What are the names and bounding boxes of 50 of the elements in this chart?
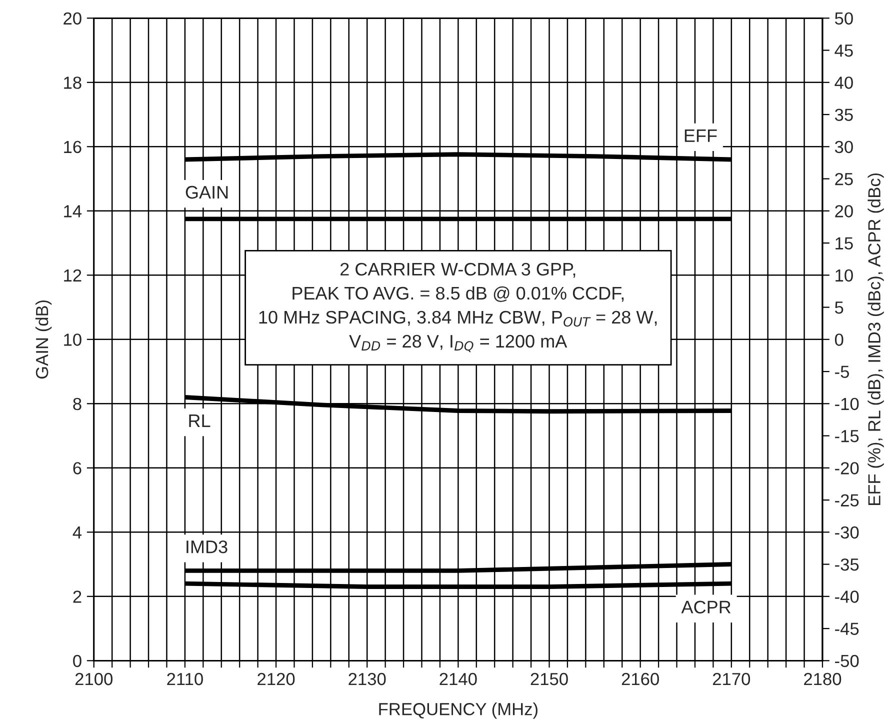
x-axis-title: FREQUENCY (MHz) — [379, 702, 538, 719]
y2-tick-label: -40 — [835, 590, 859, 603]
y2-tick-label: 30 — [834, 140, 853, 154]
y2-tick-label: -5 — [835, 366, 849, 378]
x-tick-label: 2100 — [75, 672, 113, 686]
y2-tick-label: 0 — [834, 334, 844, 346]
y2-tick-label: -35 — [835, 558, 859, 571]
x-tick-label: 2150 — [530, 672, 568, 686]
y2-tick-label: 10 — [836, 269, 853, 282]
x-tick-label: 2170 — [712, 672, 750, 686]
series-label: RL — [189, 414, 210, 427]
y2-tick-label: 35 — [834, 108, 853, 121]
x-tick-label: 2120 — [258, 672, 295, 686]
y2-tick-label: -30 — [835, 526, 859, 539]
y2-tick-label: -50 — [835, 654, 859, 668]
y2-axis-title: EFF (%), RL (dB), IMD3 (dBc), ACPR (dBc) — [868, 173, 884, 506]
y-tick-label: 0 — [73, 654, 82, 668]
y-tick-label: 2 — [73, 590, 82, 603]
y-tick-label: 10 — [64, 334, 82, 346]
y2-tick-label: 20 — [835, 205, 853, 218]
x-tick-label: 2180 — [804, 672, 842, 686]
y-tick-label: 16 — [64, 140, 82, 154]
y2-tick-label: 15 — [836, 237, 853, 250]
y2-tick-label: 40 — [834, 76, 853, 89]
x-tick-label: 2160 — [622, 672, 659, 686]
y-tick-label: 4 — [72, 526, 82, 538]
y2-tick-label: -25 — [835, 494, 859, 506]
y2-tick-label: -20 — [835, 462, 859, 474]
y-tick-label: 8 — [73, 398, 82, 410]
y-axis-title: GAIN (dB) — [35, 300, 52, 379]
y2-tick-label: -45 — [835, 622, 859, 635]
x-tick-label: 2140 — [440, 672, 477, 686]
text: 2 CARRIER W-CDMA 3 GPP, PEAK TO AVG. = 8.5 dB @ 0.01% CCDF, 10 MHz SPACING, 3.84 MHz CBW, P$_{OUT}$ = 28 W, V$_{DD}$ = 28 V, I$_{DQ}$ = 1200 mA — [259, 262, 657, 352]
series-label: IMD3 — [186, 540, 228, 554]
y-tick-label: 14 — [64, 205, 82, 218]
y2-tick-label: -10 — [835, 398, 859, 410]
y-tick-label: 20 — [64, 12, 82, 25]
y-tick-label: 6 — [73, 462, 82, 474]
series-label: ACPR — [681, 600, 731, 614]
series-label: EFF — [684, 129, 717, 142]
x-tick-label: 2110 — [167, 672, 203, 686]
y2-tick-label: 25 — [835, 172, 853, 186]
y2-tick-label: 50 — [834, 12, 853, 25]
y2-tick-label: 45 — [834, 44, 853, 57]
y-tick-label: 18 — [64, 76, 82, 89]
y-tick-label: 12 — [64, 269, 82, 282]
x-tick-label: 2130 — [348, 672, 386, 686]
series-label: GAIN — [186, 186, 228, 199]
y2-tick-label: -15 — [835, 430, 859, 442]
y2-tick-label: 5 — [834, 302, 844, 314]
